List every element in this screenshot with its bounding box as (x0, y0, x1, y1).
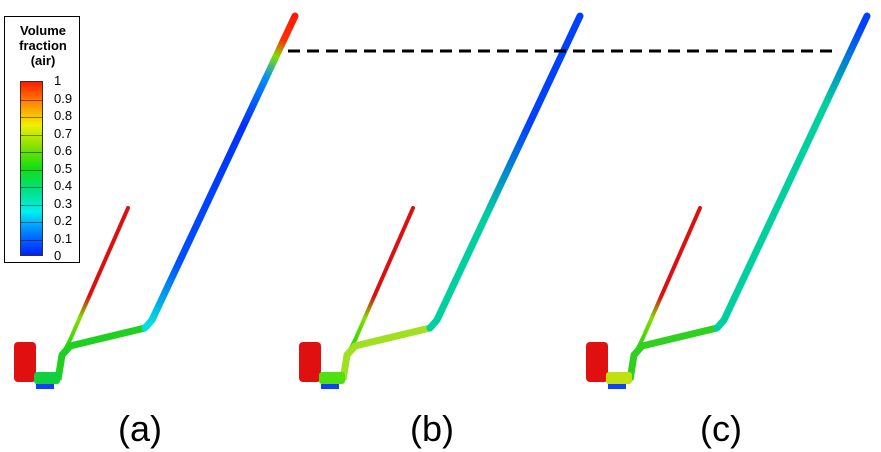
long-pipe (426, 12, 584, 332)
inlet-basin (299, 342, 321, 382)
legend-tick-label: 0.3 (54, 195, 73, 211)
colorbar-divider (21, 134, 42, 136)
legend-tick-label: 0.7 (54, 125, 73, 141)
bend-section (34, 372, 60, 384)
panel-label-b: (b) (410, 408, 454, 449)
legend-tick-label: 0.5 (54, 160, 73, 176)
long-pipe (713, 12, 871, 332)
legend-tick-label: 0.6 (54, 143, 73, 158)
bottom-section (36, 384, 54, 389)
inlet-basin (586, 342, 608, 382)
bottom-section (608, 384, 626, 389)
legend-tick-label: 0.8 (54, 108, 73, 123)
bottom-section (321, 384, 339, 389)
legend-tick-label: 0 (54, 248, 62, 263)
colorbar-divider (21, 204, 42, 206)
legend-tick-label: 0.9 (54, 90, 73, 106)
panel-label-a: (a) (118, 408, 162, 449)
legend-title-line: (air) (30, 53, 56, 68)
connector-pipe (54, 324, 146, 381)
legend-tick-label: 0.4 (54, 178, 73, 193)
colorbar-divider (21, 99, 42, 101)
legend-tick-label: 0.1 (54, 230, 73, 246)
colorbar-divider (21, 117, 42, 118)
connector-pipe (339, 324, 431, 381)
colorbar-divider (21, 169, 42, 171)
legend-title-line: Volume (20, 23, 66, 38)
colorbar-divider (21, 239, 42, 241)
color-legend: Volume fraction (air) 1 0.9 0.8 0.7 0.6 0.5 0.… (4, 16, 80, 263)
legend-title: Volume fraction (air) (5, 23, 81, 68)
pipe-panel-c (586, 12, 871, 389)
legend-title-line: fraction (19, 38, 67, 53)
bend-section (606, 372, 632, 384)
legend-tick-label: 1 (54, 73, 62, 88)
pipe-panel-b (299, 12, 584, 389)
colorbar-divider (21, 222, 42, 223)
bend-section (319, 372, 345, 384)
color-bar (20, 81, 43, 256)
long-pipe (141, 12, 299, 332)
inlet-basin (14, 342, 36, 382)
colorbar-divider (21, 187, 42, 188)
colorbar-divider (21, 152, 42, 153)
pipe-panel-a (14, 12, 299, 389)
connector-pipe (626, 324, 718, 381)
legend-tick-label: 0.2 (54, 213, 73, 228)
panel-label-c: (c) (700, 408, 742, 449)
